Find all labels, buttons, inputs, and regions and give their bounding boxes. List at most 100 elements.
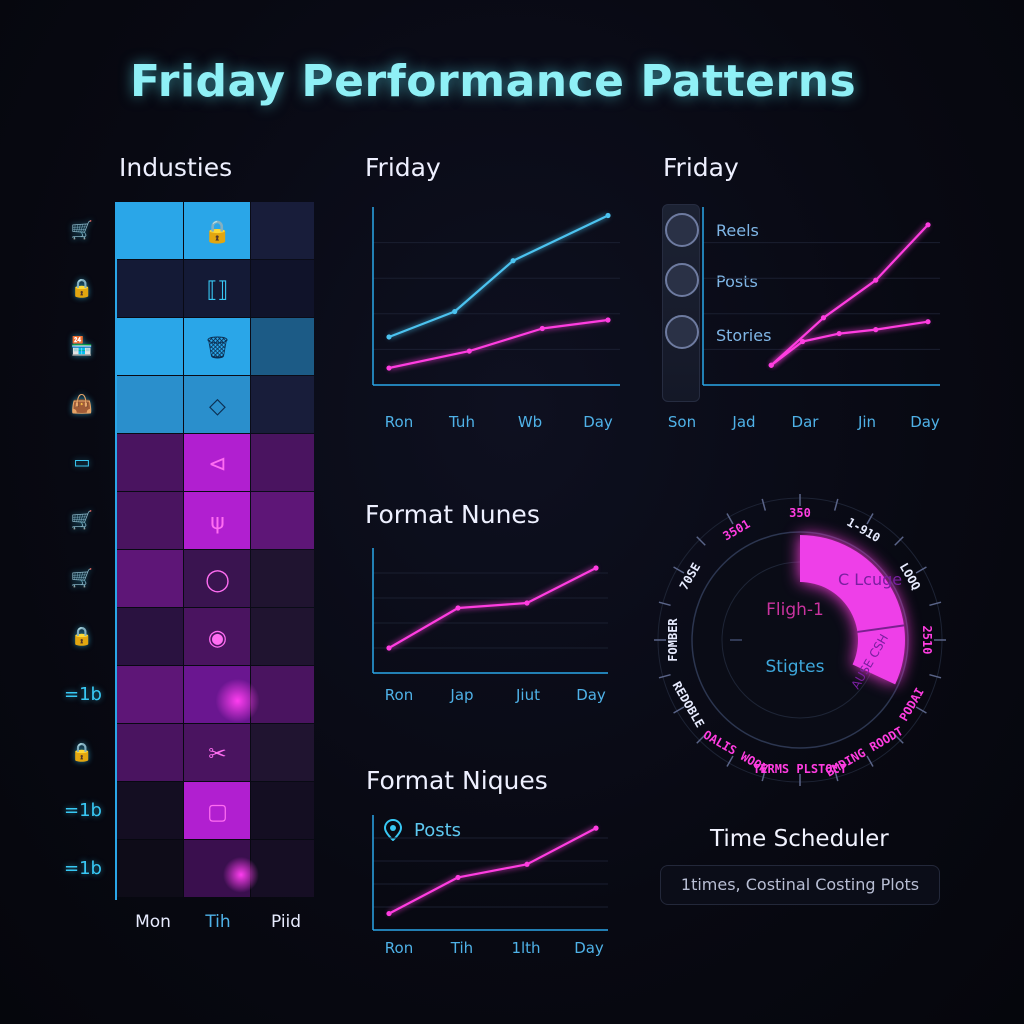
legend-label: Reels <box>716 221 759 240</box>
heatmap-grid: 🔒 ⟦⟧ 🗑 ◇ ⊲ ψ ◯ ◉ ✂ ▢ <box>115 202 314 900</box>
ring-tick <box>658 673 671 679</box>
x-tick-label: Jiut <box>515 686 540 704</box>
data-point <box>925 319 931 325</box>
heatmap-cell <box>117 260 183 317</box>
heatmap-cell <box>251 840 314 897</box>
clock-icon <box>665 315 699 349</box>
clock-icon <box>665 263 699 297</box>
radial-outer-label: 1-910 <box>844 515 882 545</box>
data-point <box>593 565 599 571</box>
x-tick-label: Day <box>574 939 604 957</box>
radial-outer-label: TERMS PLSTOCT <box>753 762 847 776</box>
radial-outer-label: 70SE <box>677 560 704 592</box>
heatmap-cell <box>117 724 183 781</box>
heatmap-cell <box>184 550 250 607</box>
ring-tick <box>866 513 874 525</box>
heatmap-cell <box>184 318 250 375</box>
x-tick-label: Ron <box>385 686 413 704</box>
heatmap-col-label: Mon <box>135 912 171 932</box>
data-point <box>386 645 392 651</box>
lock-icon: 🔒 <box>70 626 94 647</box>
ring-tick <box>658 601 671 607</box>
data-point <box>539 325 545 332</box>
lock-icon: 🔒 <box>70 278 94 299</box>
tag-icon: =1b <box>64 800 102 821</box>
data-point <box>455 605 461 611</box>
radial-center-bottom: Stigtes <box>766 657 825 677</box>
ring-tick <box>833 769 839 782</box>
ring-tick <box>726 513 734 525</box>
chart-title: Format Nunes <box>365 500 540 529</box>
heatmap-cell <box>117 840 183 897</box>
heatmap-cell <box>117 666 183 723</box>
clock-icon <box>665 213 699 247</box>
series-line <box>388 567 597 649</box>
radial-outer-label: 3501 <box>720 517 752 544</box>
legend-label: Stories <box>716 326 772 345</box>
ring-tick <box>673 706 685 714</box>
store-icon: 🏪 <box>70 336 94 357</box>
ring-tick <box>696 734 706 744</box>
x-tick-label: Jad <box>731 413 755 431</box>
data-point <box>510 258 516 264</box>
tag-icon: =1b <box>64 684 102 705</box>
line-chart-friday-2: Son Jad Dar Jin Day <box>668 207 940 431</box>
x-tick-label: Day <box>910 413 940 431</box>
heatmap-cell <box>117 376 183 433</box>
x-tick-label: Tih <box>450 939 473 957</box>
ring-tick <box>696 536 706 546</box>
heatmap-cell <box>117 318 183 375</box>
heatmap-cell-icon: ψ <box>210 510 225 535</box>
heatmap-row-icons: 🛒 🔒 🏪 👜 ▭ 🛒 🛒 🔒 =1b 🔒 =1b =1b <box>64 202 104 898</box>
heatmap-cell <box>184 724 250 781</box>
radial-outer-label: PODAI <box>897 685 927 723</box>
cart-icon: 🛒 <box>70 568 94 589</box>
tag-icon: =1b <box>64 858 102 879</box>
series-line <box>388 827 597 915</box>
series-line <box>388 214 609 339</box>
data-point <box>386 334 392 340</box>
data-point <box>452 308 458 315</box>
heatmap-title: Industies <box>119 153 233 182</box>
ring-tick <box>894 734 904 744</box>
ring-tick <box>929 601 942 607</box>
line-chart-format-nunes: Ron Jap Jiut Day <box>372 548 608 704</box>
cart-icon: 🛒 <box>70 510 94 531</box>
heatmap-cell-icon: ◯ <box>205 568 230 593</box>
heatmap-cell <box>184 434 250 491</box>
ring-tick <box>929 673 942 679</box>
heatmap-cell <box>251 608 314 665</box>
heatmap-cell <box>251 492 314 549</box>
bag-icon: 👜 <box>70 394 94 415</box>
glow-spot <box>215 678 260 723</box>
heatmap-cell-icon: 🔒 <box>204 220 231 245</box>
ring-tick <box>866 755 874 767</box>
data-point <box>836 330 842 337</box>
heatmap-cell <box>117 782 183 839</box>
heatmap-cell-icon: ✂ <box>208 742 226 767</box>
ring-tick <box>673 566 685 574</box>
heatmap-cell-icon: ⟦⟧ <box>207 278 229 303</box>
heatmap-cell <box>184 492 250 549</box>
chart-title: Friday <box>663 153 739 182</box>
heatmap-cell <box>251 434 314 491</box>
heatmap-col-label: Tih <box>205 912 231 932</box>
radial-outer-label: 350 <box>789 506 811 520</box>
heatmap-cell-icon: 🗑 <box>204 336 232 361</box>
legend-label: Posts <box>716 272 758 291</box>
heatmap-cell <box>251 724 314 781</box>
series-line <box>770 224 929 367</box>
data-point <box>524 861 530 867</box>
card-icon: ▭ <box>73 452 91 473</box>
data-point <box>466 348 472 354</box>
map-pin-icon <box>384 819 402 841</box>
radial-outer-label: FOMBER <box>666 618 680 662</box>
heatmap-col-label: Piid <box>270 912 302 932</box>
segment-divider <box>857 624 905 633</box>
segment-label: C Lcuge <box>838 570 902 589</box>
heatmap-cell-icon: ▢ <box>207 800 228 825</box>
ring-tick <box>761 769 767 782</box>
time-scheduler-caption[interactable]: 1times, Costinal Costing Plots <box>660 865 940 905</box>
heatmap-cell <box>184 782 250 839</box>
